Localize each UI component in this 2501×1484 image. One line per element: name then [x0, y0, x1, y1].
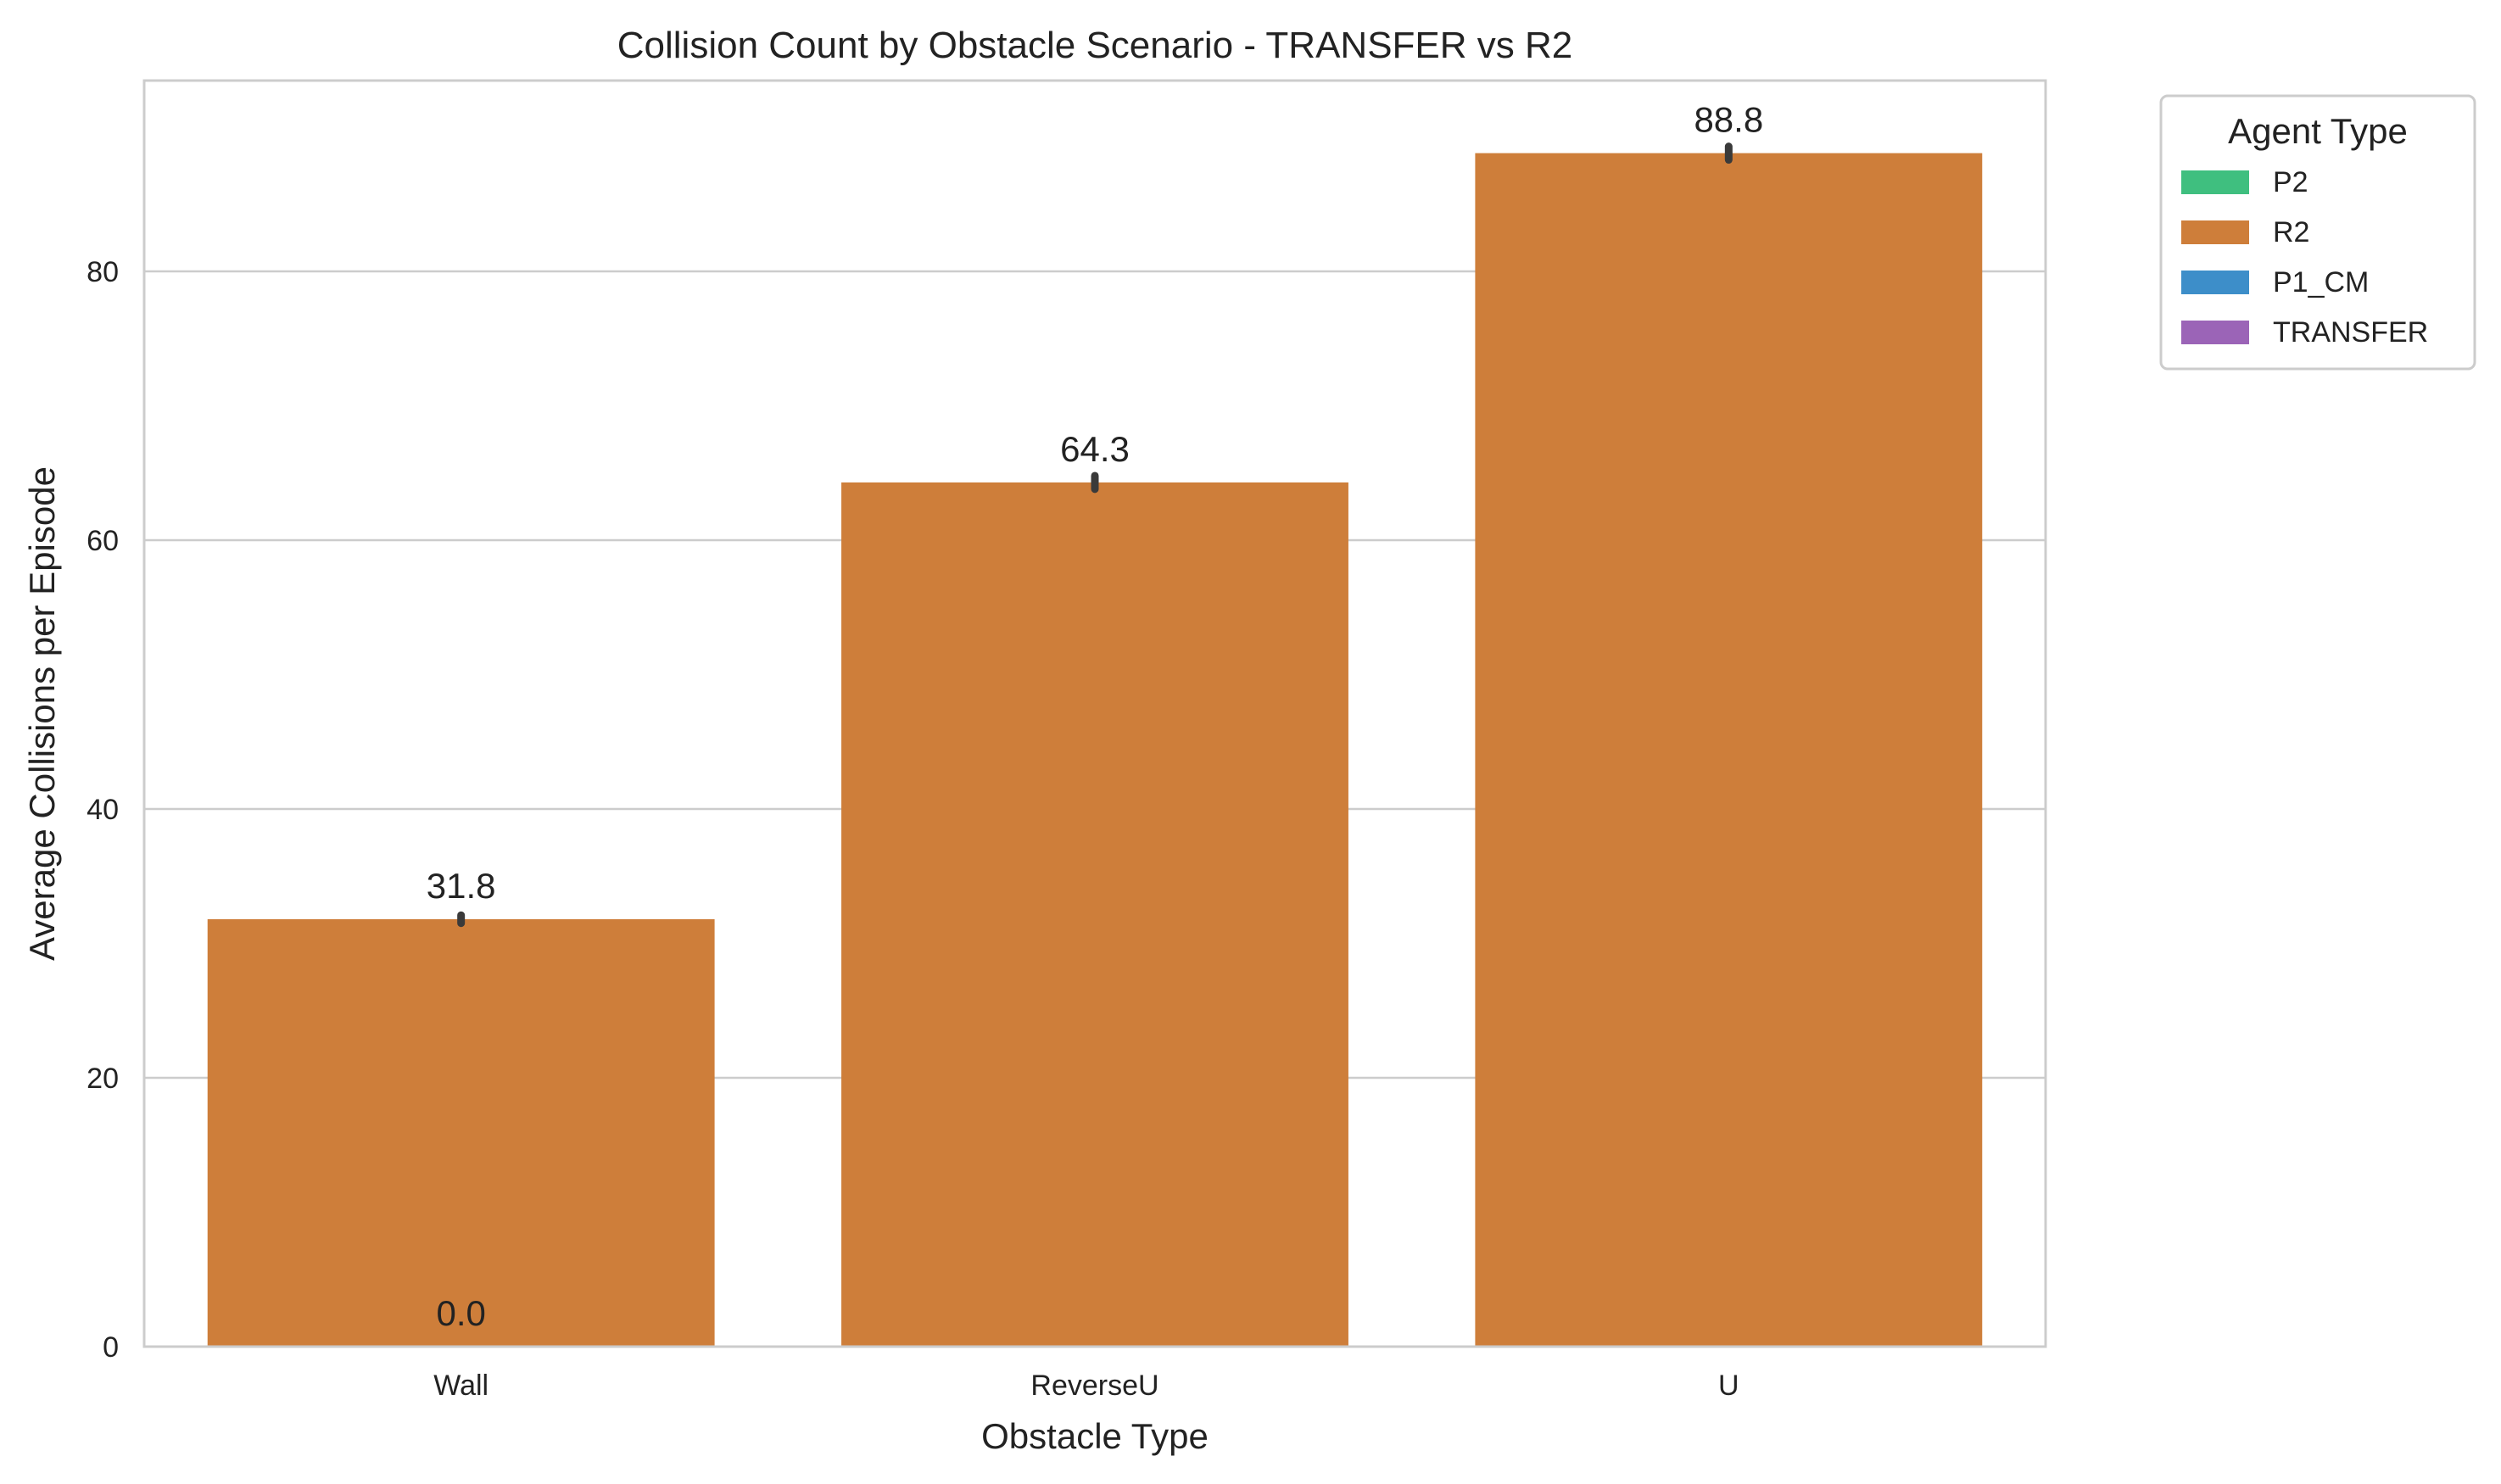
bar-value-labels: 31.8 64.3 88.8 0.0 [427, 100, 1763, 1333]
y-tick-label: 0 [103, 1331, 119, 1364]
x-tick-label: ReverseU [1030, 1370, 1158, 1402]
legend-swatch [2181, 220, 2249, 244]
legend: Agent Type P2 R2 P1_CM TRANSFER [2159, 94, 2476, 371]
legend-swatch [2181, 170, 2249, 194]
legend-title: Agent Type [2228, 111, 2408, 151]
legend-label: R2 [2273, 216, 2309, 248]
bar-value-label: 88.8 [1694, 100, 1763, 140]
legend-swatch [2181, 271, 2249, 294]
plot-frame [142, 79, 2047, 1348]
legend-swatch [2181, 321, 2249, 344]
x-axis-label: Obstacle Type [981, 1416, 1209, 1456]
bars [207, 153, 1983, 1347]
bar-r2 [841, 482, 1348, 1347]
y-tick-label: 60 [87, 525, 119, 557]
y-tick-label: 40 [87, 794, 119, 826]
x-tick-labels: Wall ReverseU U [433, 1370, 1739, 1402]
x-tick-label: U [1718, 1370, 1739, 1402]
bar-value-label: 31.8 [427, 866, 496, 906]
legend-label: P1_CM [2273, 266, 2369, 298]
y-axis-label: Average Collisions per Episode [22, 466, 62, 961]
error-bars [457, 142, 1733, 928]
bar-r2 [1475, 153, 1983, 1347]
y-tick-labels: 0 20 40 60 80 [87, 256, 119, 1364]
bar-r2 [207, 918, 715, 1347]
x-tick-label: Wall [433, 1370, 488, 1402]
y-tick-label: 20 [87, 1063, 119, 1095]
bar-value-label: 0.0 [436, 1293, 485, 1333]
legend-box [2159, 94, 2476, 371]
bar-value-label: 64.3 [1060, 429, 1130, 469]
legend-items: P2 R2 P1_CM TRANSFER [2181, 166, 2428, 349]
chart-title: Collision Count by Obstacle Scenario - T… [617, 25, 1573, 66]
y-tick-label: 80 [87, 256, 119, 288]
legend-label: P2 [2273, 166, 2308, 198]
legend-label: TRANSFER [2273, 316, 2428, 349]
